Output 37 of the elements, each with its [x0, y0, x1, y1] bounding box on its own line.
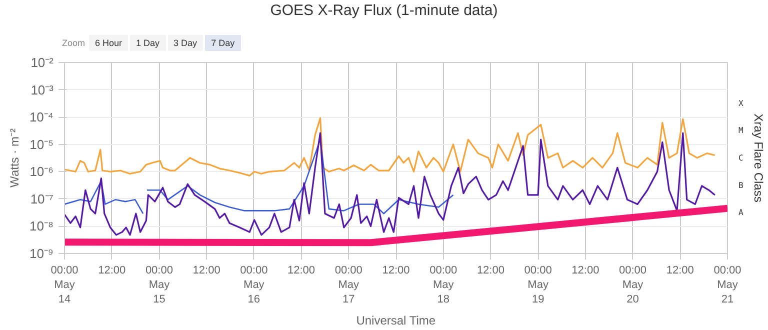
y-tick-label: 10⁻⁷: [30, 191, 54, 206]
y-tick-label: 10⁻⁶: [30, 164, 54, 180]
x-tick-label: 00:00 May 16: [240, 264, 268, 306]
y-tick-label: 10⁻⁹: [29, 246, 54, 261]
x-tick-label: 12:00: [288, 264, 316, 276]
text: C: [738, 154, 744, 162]
text: M: [738, 126, 744, 136]
x-tick-label: 00:00 May 21: [714, 264, 742, 306]
x-tick-label: 00:00 May 15: [145, 264, 173, 306]
text: 6 Hour: [89, 35, 128, 51]
x-tick-label: 12:00: [98, 264, 126, 276]
y-tick-label: 10⁻²: [30, 55, 54, 70]
x-tick-label: 12:00: [476, 264, 504, 276]
x-tick-label: 12:00: [572, 264, 600, 276]
text: 1 Day: [130, 35, 166, 51]
text: B: [738, 180, 744, 190]
chart-title: GOES X-Ray Flux (1-minute data): [269, 1, 499, 21]
x-tick-label: 00:00 May 17: [334, 264, 362, 306]
y2-axis-title: Xray Flare Class: [751, 114, 766, 202]
y-axis-title: Watts · m⁻²: [7, 128, 22, 188]
text: 3 Day: [168, 35, 204, 51]
x-tick-label: 00:00 May 19: [524, 264, 552, 306]
x-tick-label: 00:00 May 18: [430, 264, 458, 306]
x-axis-title: Universal Time: [356, 313, 436, 328]
x-tick-label: 00:00 May 20: [619, 264, 647, 306]
x-tick-label: 00:00 May 14: [50, 264, 78, 306]
y-tick-label: 10⁻⁴: [29, 110, 54, 125]
text: 7 Day: [205, 35, 241, 51]
text: X: [738, 98, 744, 108]
x-tick-label: 12:00: [382, 264, 410, 276]
text: A: [738, 208, 744, 218]
y-tick-label: 10⁻⁵: [30, 136, 54, 152]
text: Zoom: [62, 38, 86, 48]
x-tick-label: 12:00: [666, 264, 694, 276]
y-tick-label: 10⁻³: [30, 82, 54, 98]
x-tick-label: 12:00: [192, 264, 220, 276]
y-tick-label: 10⁻⁸: [30, 218, 54, 234]
